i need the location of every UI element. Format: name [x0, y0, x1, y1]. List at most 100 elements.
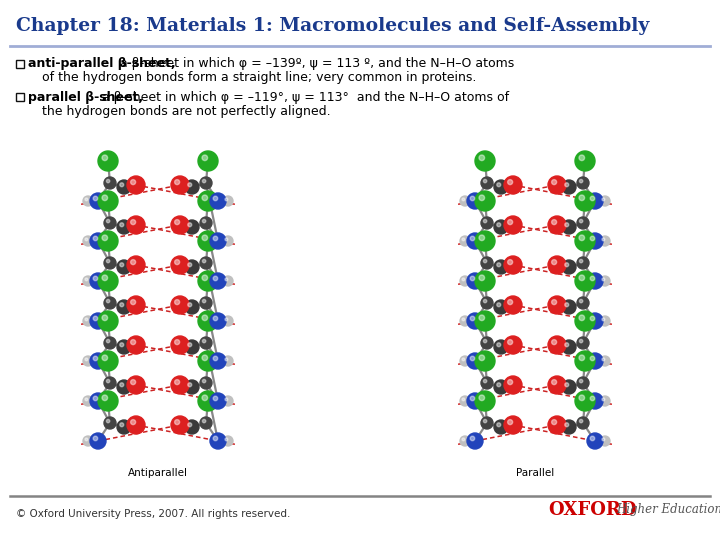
Circle shape — [494, 260, 508, 274]
Text: Higher Education: Higher Education — [616, 503, 720, 516]
Circle shape — [548, 376, 566, 394]
Circle shape — [600, 436, 610, 446]
Circle shape — [202, 195, 207, 200]
Circle shape — [504, 416, 522, 434]
Circle shape — [174, 340, 180, 345]
Circle shape — [210, 353, 226, 369]
Circle shape — [198, 351, 218, 371]
Circle shape — [602, 438, 605, 441]
Circle shape — [185, 340, 199, 354]
Circle shape — [202, 155, 207, 160]
Circle shape — [600, 316, 610, 326]
Circle shape — [548, 176, 566, 194]
Circle shape — [210, 433, 226, 449]
Circle shape — [504, 336, 522, 354]
Circle shape — [460, 356, 470, 366]
Circle shape — [481, 257, 493, 269]
Circle shape — [174, 380, 180, 384]
Circle shape — [202, 315, 207, 321]
Circle shape — [579, 195, 585, 200]
Circle shape — [83, 356, 93, 366]
Circle shape — [497, 263, 500, 267]
Circle shape — [548, 296, 566, 314]
Circle shape — [107, 340, 109, 343]
Circle shape — [104, 257, 116, 269]
Circle shape — [85, 238, 88, 241]
Circle shape — [188, 383, 192, 387]
Circle shape — [210, 393, 226, 409]
Circle shape — [479, 195, 485, 200]
Circle shape — [580, 299, 582, 303]
Circle shape — [579, 355, 585, 361]
Text: © Oxford University Press, 2007. All rights reserved.: © Oxford University Press, 2007. All rig… — [16, 509, 290, 519]
Circle shape — [508, 340, 513, 345]
Circle shape — [83, 396, 93, 406]
Circle shape — [130, 180, 135, 185]
Text: the hydrogen bonds are not perfectly aligned.: the hydrogen bonds are not perfectly ali… — [42, 105, 330, 118]
Circle shape — [200, 417, 212, 429]
Circle shape — [198, 231, 218, 251]
Circle shape — [460, 236, 470, 246]
Circle shape — [171, 296, 189, 314]
Circle shape — [90, 393, 106, 409]
Circle shape — [223, 396, 233, 406]
Circle shape — [508, 300, 513, 305]
Circle shape — [98, 311, 118, 331]
Circle shape — [470, 236, 474, 241]
Circle shape — [460, 436, 470, 446]
Circle shape — [213, 356, 217, 361]
Circle shape — [202, 259, 206, 263]
Circle shape — [564, 263, 569, 267]
Circle shape — [462, 278, 465, 281]
Circle shape — [580, 179, 582, 183]
Circle shape — [102, 195, 107, 200]
Circle shape — [130, 260, 135, 265]
Circle shape — [460, 196, 470, 206]
Circle shape — [590, 356, 595, 361]
Circle shape — [497, 343, 500, 347]
Circle shape — [171, 256, 189, 274]
Circle shape — [188, 183, 192, 187]
Circle shape — [577, 377, 589, 389]
Circle shape — [171, 416, 189, 434]
Circle shape — [579, 155, 585, 160]
Circle shape — [188, 263, 192, 267]
Text: anti-parallel β-sheet,: anti-parallel β-sheet, — [28, 57, 176, 71]
Circle shape — [102, 395, 107, 401]
Circle shape — [577, 417, 589, 429]
Circle shape — [470, 436, 474, 441]
Circle shape — [575, 271, 595, 291]
Circle shape — [587, 273, 603, 289]
Circle shape — [130, 220, 135, 225]
Circle shape — [93, 396, 98, 401]
Circle shape — [602, 358, 605, 361]
Circle shape — [210, 193, 226, 209]
Circle shape — [467, 313, 483, 329]
Circle shape — [508, 380, 513, 384]
Circle shape — [564, 183, 569, 187]
Circle shape — [475, 311, 495, 331]
Circle shape — [120, 263, 124, 267]
Circle shape — [200, 217, 212, 229]
Circle shape — [130, 380, 135, 384]
Circle shape — [117, 300, 131, 314]
Circle shape — [552, 380, 557, 384]
Circle shape — [508, 420, 513, 424]
Circle shape — [171, 336, 189, 354]
Circle shape — [579, 395, 585, 401]
Circle shape — [107, 219, 109, 223]
Circle shape — [117, 260, 131, 274]
Circle shape — [587, 353, 603, 369]
Circle shape — [564, 303, 569, 307]
Circle shape — [575, 391, 595, 411]
Circle shape — [225, 198, 228, 201]
Circle shape — [462, 398, 465, 401]
Circle shape — [90, 313, 106, 329]
Circle shape — [590, 236, 595, 241]
Circle shape — [575, 311, 595, 331]
Circle shape — [130, 340, 135, 345]
Circle shape — [174, 260, 180, 265]
Circle shape — [174, 180, 180, 185]
Circle shape — [548, 416, 566, 434]
Circle shape — [475, 271, 495, 291]
